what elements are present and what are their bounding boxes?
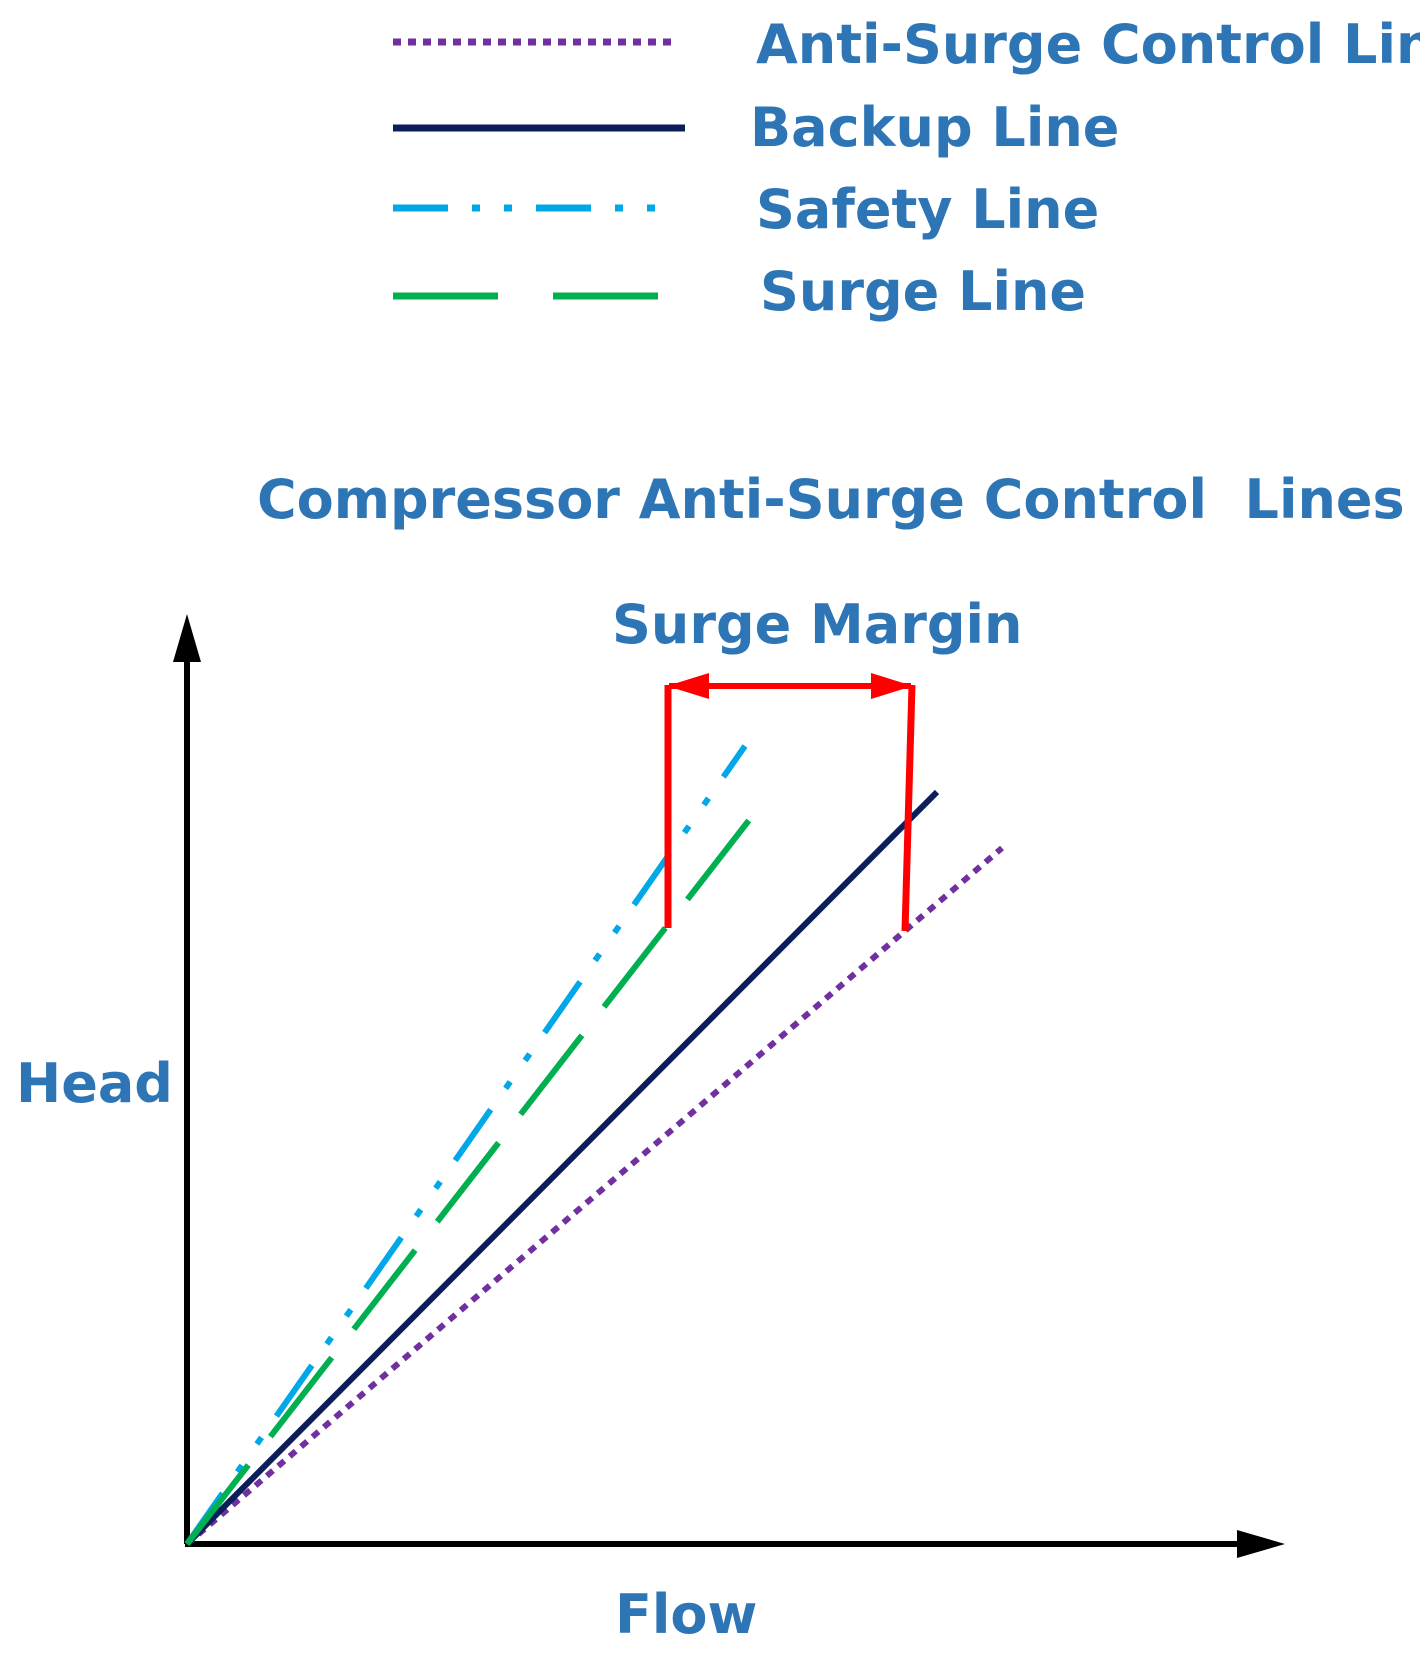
x-axis-arrowhead: [1237, 1530, 1285, 1558]
surge-margin-indicator: [664, 673, 916, 932]
legend-label-backup: Backup Line: [750, 96, 1119, 159]
legend-item-anti-surge: Anti-Surge Control Line: [393, 13, 1420, 76]
control-lines: [184, 744, 1004, 1547]
surge-line: [184, 795, 770, 1546]
axes: [173, 614, 1285, 1558]
legend-item-safety: Safety Line: [393, 178, 1099, 241]
legend-label-safety: Safety Line: [756, 178, 1099, 241]
diagram-title: Compressor Anti-Surge Control Lines: [257, 468, 1405, 531]
legend: Anti-Surge Control Line Backup Line Safe…: [393, 13, 1420, 323]
y-axis-arrowhead: [173, 614, 201, 662]
anti-surge-control-line: [185, 845, 1004, 1547]
surge-margin-right-bracket: [901, 684, 916, 932]
safety-line: [184, 744, 748, 1546]
y-axis-label: Head: [16, 1052, 173, 1115]
legend-item-surge: Surge Line: [393, 260, 1086, 323]
legend-item-backup: Backup Line: [393, 96, 1119, 159]
surge-margin-label: Surge Margin: [612, 593, 1022, 656]
legend-label-anti-surge: Anti-Surge Control Line: [756, 13, 1420, 76]
backup-line: [184, 789, 940, 1547]
x-axis-label: Flow: [615, 1583, 757, 1646]
legend-label-surge: Surge Line: [760, 260, 1086, 323]
